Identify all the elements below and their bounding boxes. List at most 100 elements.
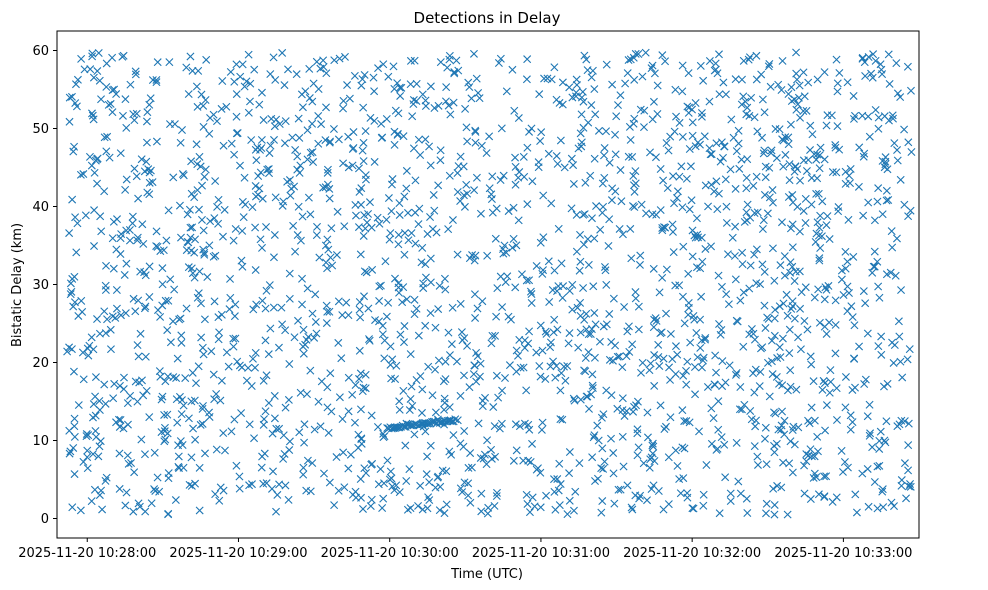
data-point — [806, 352, 815, 361]
data-point — [285, 446, 294, 455]
data-point — [146, 166, 155, 175]
data-point — [788, 243, 797, 252]
data-point — [207, 347, 216, 356]
data-point — [895, 332, 904, 341]
data-point — [846, 411, 855, 420]
data-point — [425, 478, 434, 487]
data-point — [758, 260, 767, 269]
data-point — [870, 247, 879, 256]
data-point — [636, 251, 645, 260]
data-point — [528, 439, 537, 448]
data-point — [272, 424, 281, 433]
data-point — [66, 290, 75, 299]
data-point — [526, 457, 535, 466]
data-point — [738, 260, 747, 269]
data-point — [685, 145, 694, 154]
data-point — [298, 103, 307, 112]
data-point — [710, 187, 719, 196]
data-point — [822, 472, 831, 481]
data-point — [724, 300, 733, 309]
data-point — [678, 132, 687, 141]
data-point — [214, 335, 223, 344]
data-point — [509, 234, 518, 243]
data-point — [340, 222, 349, 231]
data-point — [292, 70, 301, 79]
data-point — [367, 411, 376, 420]
data-point — [527, 290, 536, 299]
data-point — [384, 298, 393, 307]
data-point — [692, 328, 701, 337]
data-point — [150, 448, 159, 457]
data-point — [399, 132, 408, 141]
data-point — [503, 272, 512, 281]
data-point — [140, 450, 149, 459]
data-point — [787, 304, 796, 313]
data-point — [810, 416, 819, 425]
data-point — [175, 201, 184, 210]
data-point — [756, 280, 765, 289]
data-point — [100, 187, 109, 196]
data-point — [481, 393, 490, 402]
data-point — [799, 107, 808, 115]
data-point — [651, 153, 660, 162]
data-point — [544, 149, 553, 158]
data-point — [193, 160, 202, 169]
data-point — [739, 56, 748, 65]
data-point — [247, 480, 256, 489]
data-point — [189, 424, 198, 433]
data-point — [618, 394, 627, 403]
data-point — [682, 174, 691, 183]
data-point — [576, 298, 585, 307]
data-point — [629, 119, 638, 128]
data-point — [631, 294, 640, 303]
data-point — [390, 486, 399, 495]
data-point — [858, 54, 867, 63]
data-point — [823, 111, 832, 120]
data-point — [182, 63, 191, 72]
data-point — [477, 507, 486, 516]
data-point — [108, 108, 117, 117]
data-point — [775, 302, 784, 311]
data-point — [874, 113, 883, 122]
data-point — [132, 172, 141, 181]
data-point — [408, 112, 417, 121]
data-point — [137, 435, 146, 444]
data-point — [593, 421, 602, 430]
data-point — [874, 342, 883, 351]
data-point — [132, 109, 141, 118]
data-point — [751, 365, 760, 374]
data-point — [340, 52, 349, 61]
data-point — [454, 162, 463, 171]
data-point — [177, 338, 186, 347]
data-point — [68, 274, 77, 283]
data-point — [779, 299, 788, 308]
data-point — [649, 481, 658, 490]
data-point — [553, 287, 561, 296]
data-point — [186, 52, 195, 61]
data-point — [639, 459, 648, 468]
data-point — [400, 250, 409, 259]
data-point — [436, 156, 445, 165]
data-point — [619, 462, 628, 471]
data-point — [122, 488, 131, 497]
data-point — [100, 380, 109, 389]
data-point — [647, 64, 656, 73]
data-point — [70, 470, 79, 479]
data-point — [887, 498, 896, 507]
data-point — [212, 445, 221, 454]
data-point — [835, 145, 844, 154]
data-point — [712, 368, 721, 377]
data-point — [802, 106, 811, 115]
data-point — [904, 482, 913, 491]
data-point — [141, 352, 150, 361]
data-point — [497, 124, 506, 133]
data-point — [837, 446, 846, 455]
data-point — [357, 81, 366, 90]
data-point — [747, 93, 756, 102]
data-point — [67, 92, 76, 101]
data-point — [123, 420, 132, 429]
data-point — [65, 117, 74, 126]
data-point — [77, 296, 86, 305]
data-point — [624, 56, 633, 65]
data-point — [555, 501, 564, 510]
